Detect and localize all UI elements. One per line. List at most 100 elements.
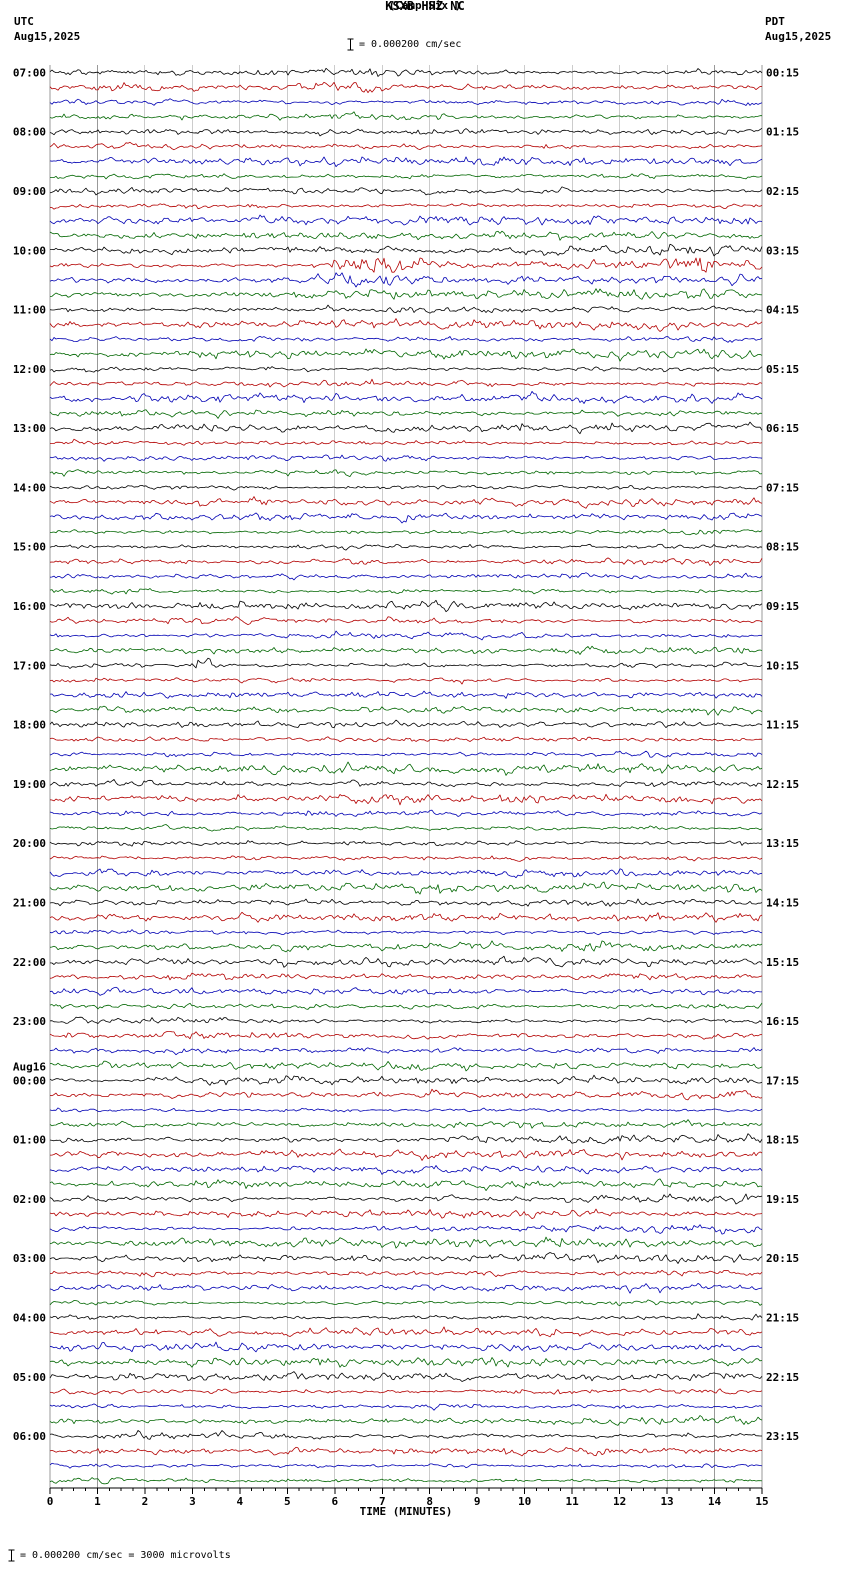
seismo-trace (49, 793, 763, 806)
seismo-trace (50, 1148, 763, 1161)
footer-scale-label: = 0.000200 cm/sec = 3000 microvolts (20, 1550, 231, 1561)
hour-label-left: 07:00 (13, 66, 46, 79)
scale-bar-icon (347, 38, 354, 51)
seismo-trace (49, 1178, 763, 1191)
hour-label-left: 20:00 (13, 837, 46, 850)
x-tick-label: 15 (755, 1495, 768, 1508)
seismo-trace (49, 230, 763, 241)
seismo-trace (50, 243, 763, 257)
seismo-trace (49, 81, 763, 94)
x-tick-label: 8 (426, 1495, 433, 1508)
seismo-trace (49, 1326, 763, 1338)
seismo-trace (49, 1165, 763, 1175)
hour-label-right: 13:15 (766, 837, 799, 850)
hour-label-left: 21:00 (13, 896, 46, 909)
seismo-trace (49, 1107, 763, 1113)
footer-scale: = 0.000200 cm/sec = 3000 microvolts (8, 1549, 231, 1562)
seismo-trace (49, 469, 763, 478)
x-tick-label: 14 (708, 1495, 722, 1508)
hour-label-left: 11:00 (13, 304, 46, 317)
x-tick-label: 11 (566, 1495, 580, 1508)
seismo-trace (49, 1016, 763, 1024)
date-left-label: Aug15,2025 (14, 30, 81, 43)
date-break-label: Aug16 (13, 1060, 46, 1073)
seismo-trace (49, 512, 763, 524)
seismo-trace (49, 986, 762, 996)
seismo-trace (49, 1119, 763, 1129)
seismo-trace (50, 173, 763, 180)
hour-label-left: 06:00 (13, 1430, 46, 1443)
hour-label-right: 22:15 (766, 1371, 799, 1384)
x-tick-label: 0 (47, 1495, 54, 1508)
seismo-trace (49, 736, 763, 743)
amplitude-scale: = 0.000200 cm/sec (347, 38, 461, 51)
seismo-trace (49, 840, 763, 847)
seismo-trace (49, 1252, 763, 1264)
hour-label-left: 01:00 (13, 1134, 46, 1147)
hour-label-right: 15:15 (766, 956, 799, 969)
seismo-trace (49, 1357, 763, 1368)
seismo-trace (49, 390, 763, 404)
hour-label-left: 14:00 (13, 481, 46, 494)
seismo-trace (49, 940, 763, 953)
seismo-trace (49, 1462, 763, 1469)
seismo-trace (49, 1477, 763, 1485)
seismo-trace (49, 127, 763, 137)
hour-label-left: 15:00 (13, 541, 46, 554)
seismo-trace (49, 630, 763, 641)
hour-label-right: 00:15 (766, 66, 799, 79)
scale-label: = 0.000200 cm/sec (359, 39, 462, 50)
hour-label-right: 12:15 (766, 778, 799, 791)
seismo-trace (49, 557, 763, 566)
hour-label-right: 19:15 (766, 1193, 799, 1206)
seismo-trace (49, 1446, 763, 1457)
hour-label-left: 18:00 (13, 719, 46, 732)
hour-label-right: 07:15 (766, 481, 799, 494)
hour-label-right: 17:15 (766, 1074, 799, 1087)
seismo-trace (49, 1341, 763, 1353)
hour-label-left: 09:00 (13, 185, 46, 198)
hour-label-right: 20:15 (766, 1252, 799, 1265)
seismo-trace (49, 484, 763, 491)
x-tick-label: 5 (284, 1495, 291, 1508)
seismo-trace (49, 203, 763, 210)
hour-label-left: 02:00 (13, 1193, 46, 1206)
timezone-left-label: UTC (14, 15, 34, 28)
station-location: (Camp Six ) (388, 0, 462, 12)
seismo-trace (49, 1224, 763, 1235)
seismo-trace (49, 761, 763, 776)
seismo-trace (49, 304, 763, 314)
hour-label-left: 04:00 (13, 1312, 46, 1325)
seismo-trace (49, 1193, 763, 1205)
seismo-trace (49, 1088, 763, 1101)
seismo-trace (49, 1313, 763, 1321)
hour-label-left: 16:00 (13, 600, 46, 613)
seismo-trace (49, 881, 763, 895)
seismo-trace (49, 1430, 762, 1440)
hour-label-left: 12:00 (13, 363, 46, 376)
seismo-trace (49, 1415, 763, 1426)
hour-label-left: 05:00 (13, 1371, 46, 1384)
seismo-trace (49, 1283, 763, 1294)
seismo-trace (49, 257, 763, 273)
hour-label-left: 03:00 (13, 1252, 46, 1265)
seismo-trace (49, 824, 763, 832)
x-tick-label: 7 (379, 1495, 386, 1508)
hour-label-left: 10:00 (13, 244, 46, 257)
hour-label-right: 01:15 (766, 126, 799, 139)
seismo-trace (49, 288, 763, 300)
seismo-trace (49, 496, 763, 509)
seismo-trace (49, 779, 763, 788)
hour-label-right: 08:15 (766, 541, 799, 554)
x-tick-label: 10 (518, 1495, 531, 1508)
seismo-trace (49, 156, 763, 168)
seismo-trace (49, 719, 763, 729)
seismo-trace (49, 572, 763, 581)
seismo-trace (49, 1403, 763, 1411)
seismo-trace (49, 1388, 763, 1395)
station-title: KSXB HHZ NC (385, 0, 465, 13)
seismo-trace (49, 972, 763, 981)
seismo-trace (49, 750, 763, 758)
seismo-trace (49, 378, 763, 388)
